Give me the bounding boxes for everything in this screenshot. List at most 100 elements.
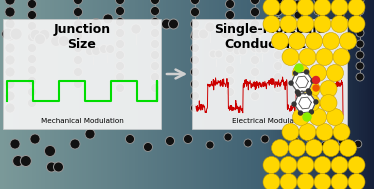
Circle shape (306, 33, 322, 50)
FancyArrowPatch shape (167, 70, 184, 78)
Circle shape (282, 49, 299, 66)
Circle shape (166, 136, 175, 146)
Circle shape (144, 143, 153, 152)
Circle shape (39, 29, 50, 40)
Circle shape (126, 135, 135, 143)
Bar (359, 0, 362, 189)
Circle shape (5, 55, 15, 65)
Circle shape (282, 123, 299, 140)
Circle shape (313, 85, 319, 91)
Circle shape (74, 32, 83, 40)
Bar (232, 0, 235, 189)
Bar (151, 0, 154, 189)
Bar (60, 0, 63, 189)
Bar (206, 0, 209, 189)
FancyBboxPatch shape (192, 19, 347, 129)
Circle shape (190, 0, 199, 5)
Bar (211, 0, 214, 189)
Bar (346, 0, 349, 189)
Bar (21, 0, 24, 189)
Circle shape (297, 156, 314, 174)
Bar (329, 0, 332, 189)
Circle shape (239, 47, 247, 55)
Circle shape (150, 73, 159, 81)
Circle shape (314, 73, 322, 81)
Bar (185, 0, 188, 189)
Bar (368, 0, 371, 189)
Circle shape (356, 62, 364, 70)
Circle shape (191, 29, 202, 39)
Bar (325, 0, 328, 189)
Bar (279, 0, 282, 189)
Circle shape (314, 0, 331, 15)
Circle shape (251, 19, 260, 29)
Circle shape (116, 18, 125, 26)
Bar (19, 0, 22, 189)
Bar (36, 0, 39, 189)
Circle shape (99, 44, 108, 53)
Bar (138, 0, 141, 189)
Bar (62, 0, 65, 189)
Bar (22, 0, 25, 189)
Circle shape (294, 55, 302, 63)
Circle shape (356, 73, 364, 81)
Bar (202, 0, 205, 189)
Circle shape (190, 32, 199, 40)
Bar (292, 0, 295, 189)
Bar (142, 0, 145, 189)
Circle shape (294, 77, 302, 85)
Circle shape (294, 11, 302, 19)
Bar (137, 0, 140, 189)
Bar (228, 0, 231, 189)
Circle shape (74, 8, 83, 16)
Bar (97, 0, 100, 189)
Circle shape (20, 156, 31, 167)
Circle shape (327, 108, 343, 125)
Bar (348, 0, 351, 189)
Circle shape (348, 156, 365, 174)
Bar (58, 0, 61, 189)
Circle shape (91, 19, 101, 29)
Circle shape (336, 11, 344, 19)
Circle shape (314, 174, 331, 189)
Circle shape (28, 98, 37, 108)
Bar (67, 0, 70, 189)
Bar (209, 0, 212, 189)
Circle shape (297, 92, 301, 96)
Bar (219, 0, 222, 189)
Circle shape (306, 139, 322, 156)
Bar (187, 0, 190, 189)
Circle shape (190, 43, 199, 53)
Bar (107, 0, 110, 189)
Bar (200, 0, 203, 189)
Circle shape (116, 73, 125, 81)
Bar (363, 0, 366, 189)
Circle shape (233, 47, 241, 55)
Bar (221, 0, 224, 189)
Bar (41, 0, 44, 189)
Circle shape (116, 84, 125, 92)
Bar (310, 0, 313, 189)
Bar (133, 0, 136, 189)
Circle shape (292, 102, 296, 106)
FancyBboxPatch shape (3, 19, 161, 129)
Bar (180, 0, 183, 189)
Circle shape (294, 44, 302, 52)
Bar (49, 0, 52, 189)
Bar (286, 0, 289, 189)
Circle shape (28, 22, 37, 30)
Circle shape (206, 141, 214, 149)
Bar (284, 0, 287, 189)
Bar (150, 0, 153, 189)
Circle shape (306, 135, 314, 143)
Bar (168, 0, 171, 189)
Circle shape (273, 0, 282, 5)
Circle shape (316, 123, 333, 140)
Circle shape (237, 19, 246, 29)
Circle shape (221, 29, 230, 39)
Circle shape (190, 91, 199, 101)
Circle shape (272, 33, 288, 50)
Circle shape (28, 43, 37, 53)
Bar (191, 0, 194, 189)
Circle shape (316, 49, 333, 66)
